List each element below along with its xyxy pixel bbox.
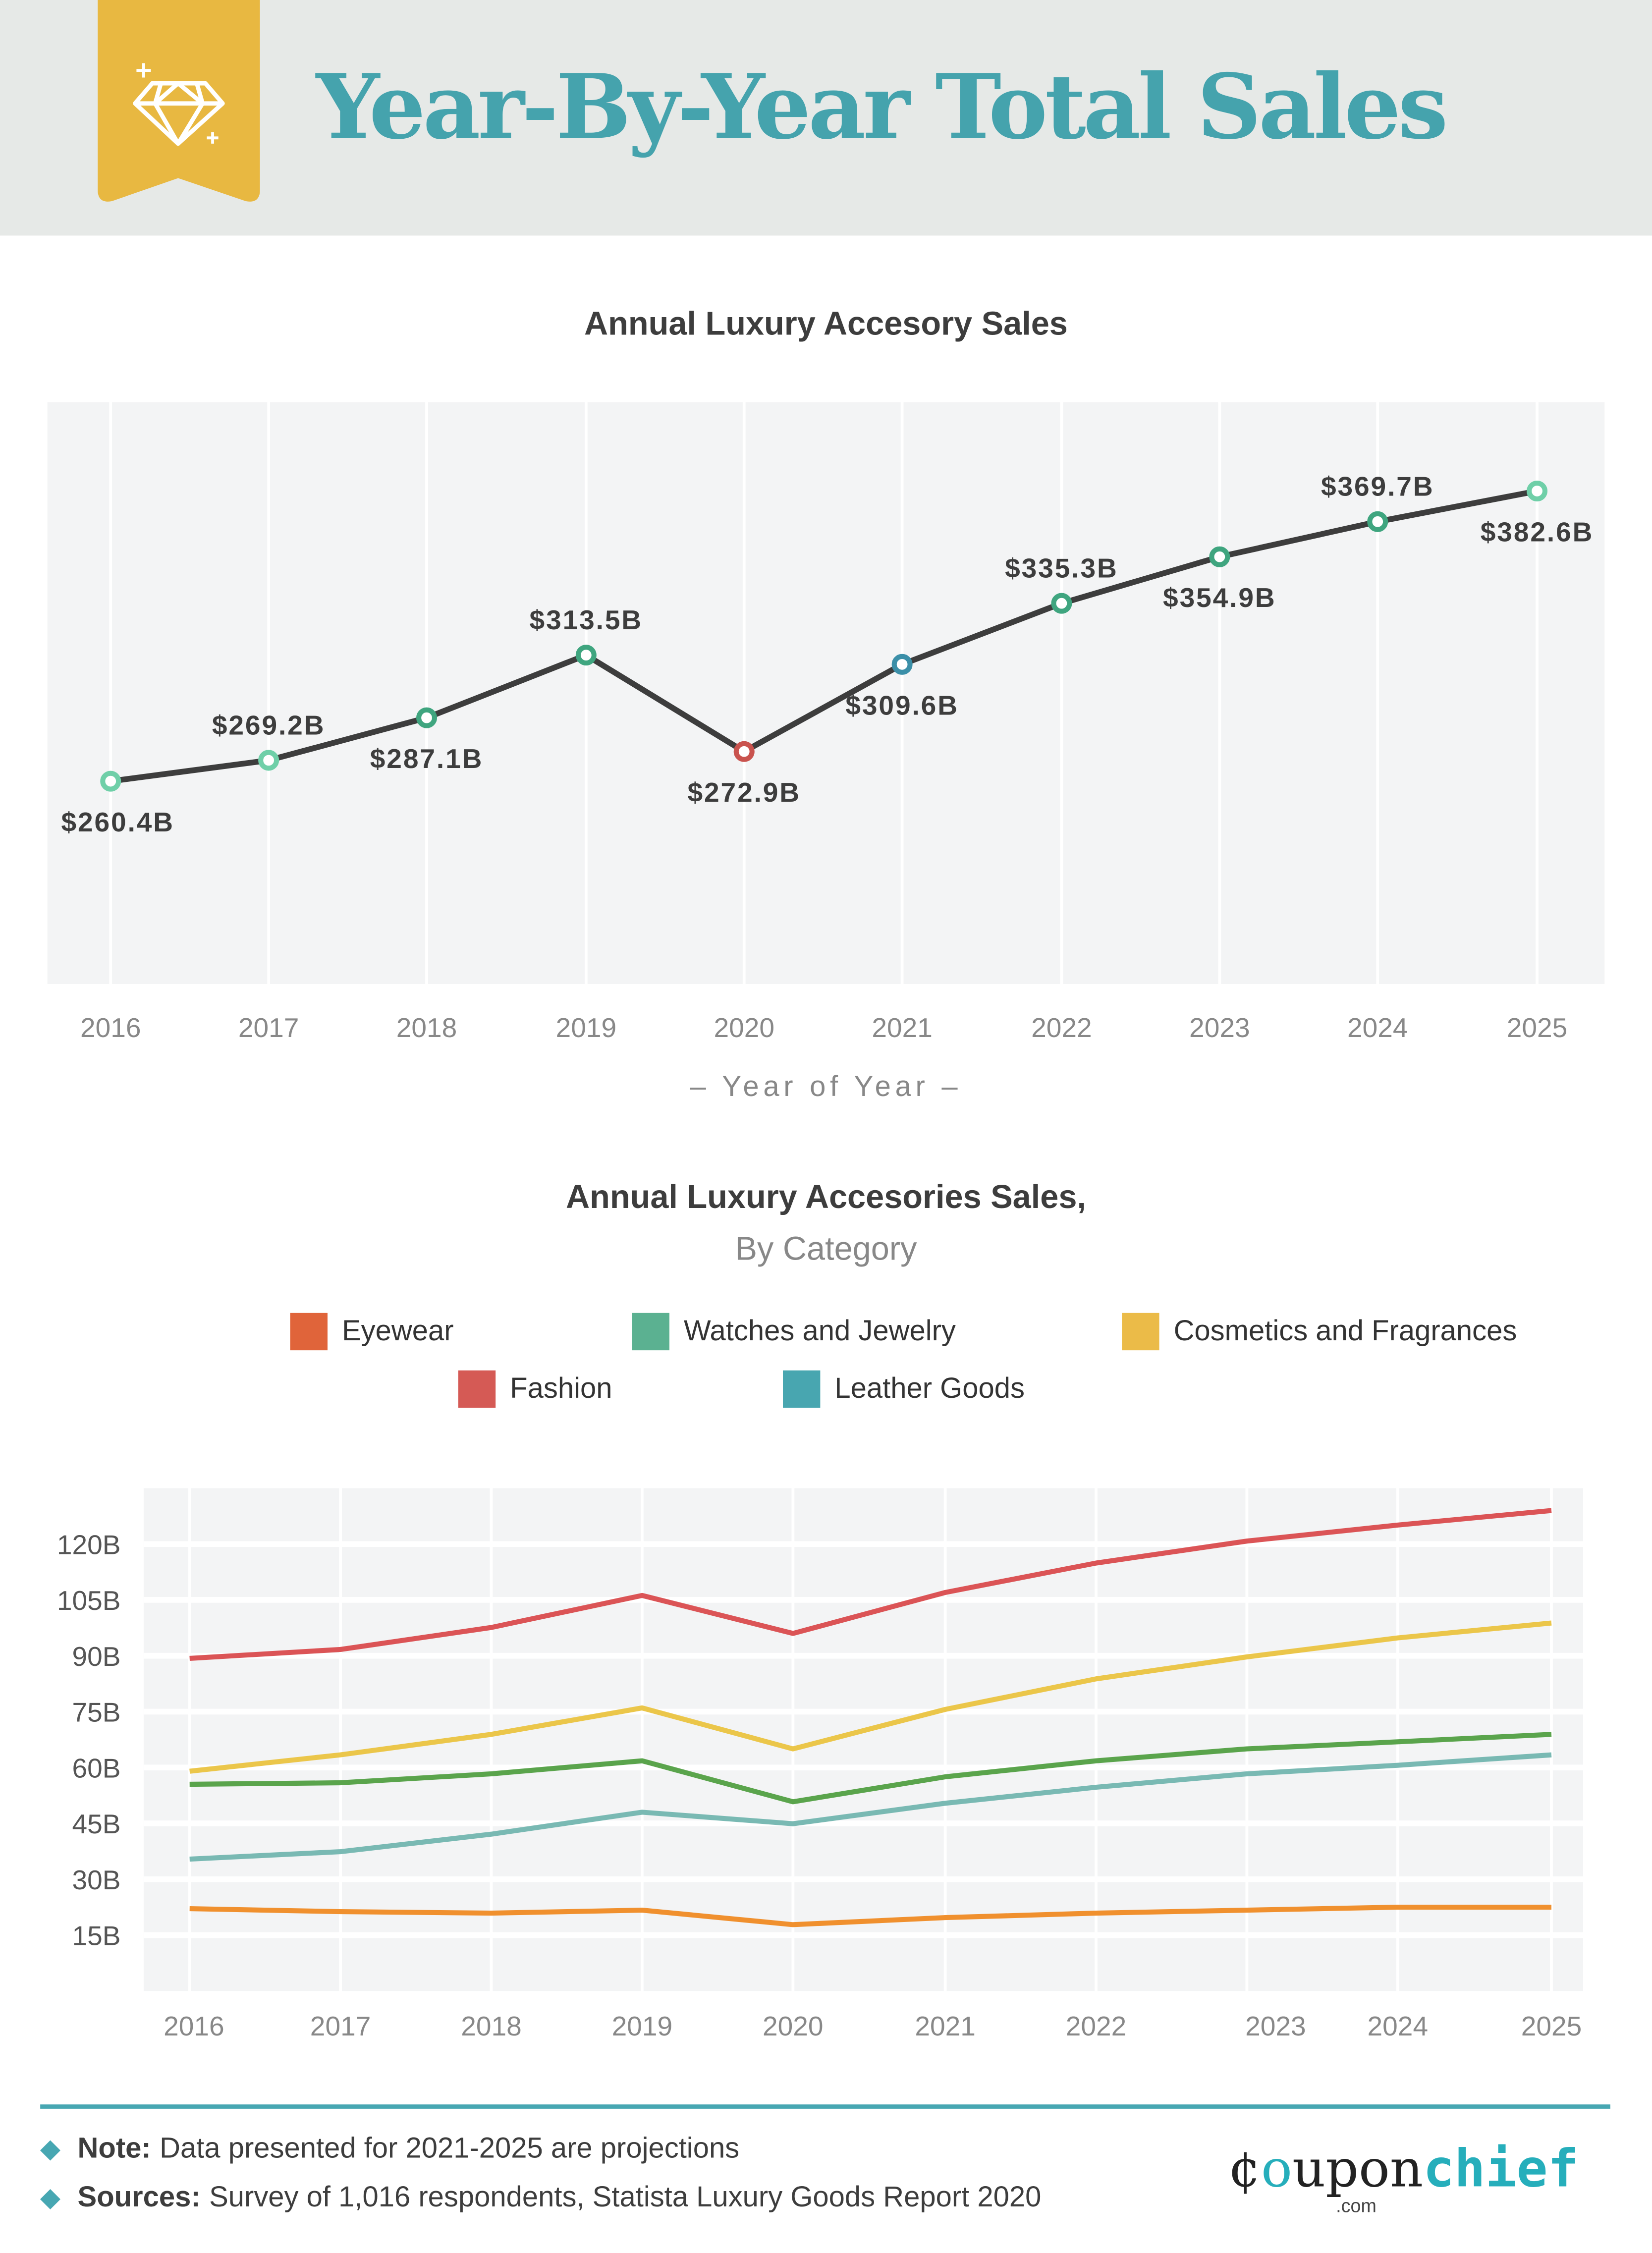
data-point xyxy=(1527,480,1548,502)
data-point xyxy=(891,654,913,675)
data-point xyxy=(1051,593,1072,614)
data-point xyxy=(1367,511,1388,532)
legend-swatch xyxy=(1122,1313,1159,1351)
y-tick-label: 120B xyxy=(57,1530,121,1560)
sources-label: Sources: xyxy=(77,2182,201,2214)
y-tick-label: 15B xyxy=(72,1921,121,1951)
chart1-title: Annual Luxury Accesory Sales xyxy=(584,304,1068,342)
data-label: $354.9B xyxy=(1163,582,1276,613)
x-tick-label: 2020 xyxy=(763,2011,824,2041)
x-tick-label: 2016 xyxy=(164,2011,224,2041)
diamond-icon xyxy=(98,0,260,202)
x-tick-label: 2018 xyxy=(396,1012,457,1043)
data-label: $369.7B xyxy=(1321,471,1434,502)
y-tick-label: 30B xyxy=(72,1865,121,1895)
legend-label: Fashion xyxy=(510,1373,612,1404)
category-sales-chart: 2016 2017 2018 2019 2020 2021 2022 2023 2024 2025… xyxy=(57,1488,1583,2041)
bullet-diamond-icon xyxy=(40,2140,60,2160)
data-point xyxy=(1209,546,1230,567)
bullet-diamond-icon xyxy=(40,2188,60,2209)
series-line-watches-and-jewelry xyxy=(189,1732,1552,1805)
legend-label: Leather Goods xyxy=(834,1373,1025,1404)
x-tick-label: 2019 xyxy=(556,1012,617,1043)
x-tick-label: 2020 xyxy=(714,1012,774,1043)
data-label: $309.6B xyxy=(845,690,959,720)
legend-eyewear: Eyewear xyxy=(290,1313,454,1351)
series-line-leather-goods xyxy=(189,1752,1552,1862)
x-tick-label: 2024 xyxy=(1368,2011,1429,2041)
x-tick-label: 2023 xyxy=(1245,2011,1306,2041)
legend-swatch xyxy=(783,1370,821,1408)
legend-label: Watches and Jewelry xyxy=(683,1315,956,1347)
legend-swatch xyxy=(290,1313,328,1351)
x-tick-label: 2016 xyxy=(80,1012,141,1043)
sources-text: Survey of 1,016 respondents, Statista Lu… xyxy=(209,2182,1042,2214)
x-tick-label: 2024 xyxy=(1347,1012,1408,1043)
data-point xyxy=(733,741,755,762)
x-tick-label: 2021 xyxy=(915,2011,976,2041)
data-point xyxy=(416,707,438,728)
series-line xyxy=(110,488,1538,784)
total-sales-chart: 2016 2017 2018 2019 2020 2021 2022 2023 2024 2025… xyxy=(47,402,1605,1043)
x-tick-label: 2022 xyxy=(1031,1012,1092,1043)
footer-sources: Sources: Survey of 1,016 respondents, Sta… xyxy=(40,2182,1041,2215)
legend-cosmetics-fragrances: Cosmetics and Fragrances xyxy=(1122,1313,1517,1351)
x-tick-label: 2018 xyxy=(461,2011,522,2041)
data-label: $272.9B xyxy=(687,777,801,808)
footer-note: Note: Data presented for 2021-2025 are pr… xyxy=(40,2133,739,2166)
x-tick-label: 2025 xyxy=(1521,2011,1582,2041)
x-tick-label: 2019 xyxy=(612,2011,673,2041)
note-label: Note: xyxy=(77,2133,151,2165)
footer-divider xyxy=(40,2104,1610,2109)
x-tick-label: 2017 xyxy=(238,1012,299,1043)
plot-area xyxy=(143,1488,1583,1991)
y-tick-label: 105B xyxy=(57,1585,121,1616)
legend-label: Eyewear xyxy=(341,1315,454,1347)
chart2-title: Annual Luxury Accesories Sales, xyxy=(565,1178,1086,1215)
x-tick-label: 2017 xyxy=(310,2011,371,2041)
legend-label: Cosmetics and Fragrances xyxy=(1173,1315,1517,1347)
y-tick-label: 60B xyxy=(72,1753,121,1783)
page-title: Year-By-Year Total Sales xyxy=(316,55,1448,160)
y-tick-label: 90B xyxy=(72,1641,121,1672)
note-text: Data presented for 2021-2025 are project… xyxy=(160,2133,740,2165)
plot-area xyxy=(47,402,1605,984)
data-label: $335.3B xyxy=(1005,552,1118,583)
y-tick-label: 45B xyxy=(72,1809,121,1839)
series-line-eyewear xyxy=(189,1904,1552,1927)
legend-fashion: Fashion xyxy=(458,1370,612,1408)
data-label: $260.4B xyxy=(61,807,174,837)
data-label: $382.6B xyxy=(1481,516,1594,547)
chart2-subtitle: By Category xyxy=(735,1229,917,1267)
chart1-x-axis-title: – Year of Year – xyxy=(690,1071,962,1103)
legend-swatch xyxy=(458,1370,496,1408)
data-label: $313.5B xyxy=(530,604,643,635)
legend-watches-jewelry: Watches and Jewelry xyxy=(632,1313,956,1351)
data-point xyxy=(575,645,597,666)
legend-swatch xyxy=(632,1313,669,1351)
header-banner: Year-By-Year Total Sales xyxy=(0,0,1652,236)
data-label: $269.2B xyxy=(212,710,326,740)
data-point xyxy=(100,770,121,792)
y-tick-label: 75B xyxy=(72,1697,121,1728)
x-tick-label: 2021 xyxy=(872,1012,933,1043)
series-line-fashion xyxy=(189,1508,1552,1661)
couponchief-logo: ¢ouponchief .com xyxy=(1228,2140,1579,2217)
legend-leather-goods: Leather Goods xyxy=(783,1370,1025,1408)
data-label: $287.1B xyxy=(370,743,484,774)
x-tick-label: 2022 xyxy=(1066,2011,1127,2041)
x-tick-label: 2025 xyxy=(1507,1012,1568,1043)
data-point xyxy=(258,750,279,771)
x-tick-label: 2023 xyxy=(1189,1012,1250,1043)
series-line-cosmetics-and-fragrances xyxy=(189,1620,1552,1774)
